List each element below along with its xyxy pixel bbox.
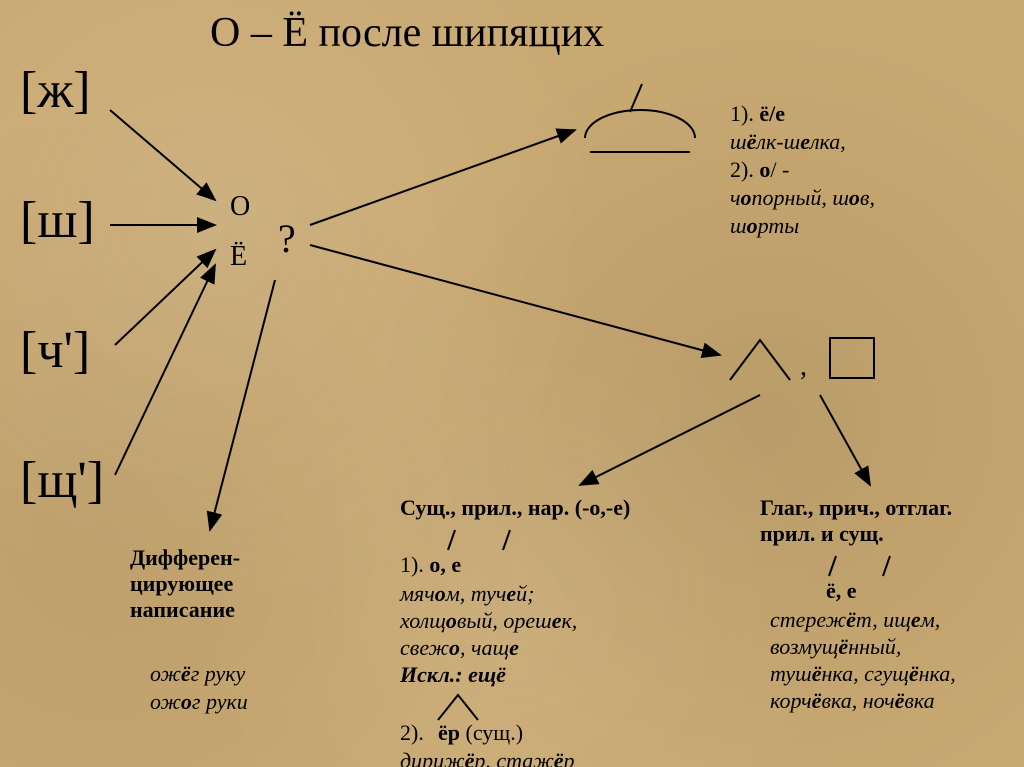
center-yo: Ё — [230, 240, 247, 274]
page-title: О – Ё после шипящих — [210, 8, 604, 58]
diff-body: ожёг рукуожог руки — [150, 660, 248, 716]
noun-header: Сущ., прил., нар. (-о,-е) — [400, 495, 630, 521]
verb-line1: ё, е — [826, 578, 857, 604]
sibilant-sch: [щ'] — [20, 450, 104, 512]
sibilant-ch: [ч'] — [20, 320, 90, 382]
verb-header: Глаг., прич., отглаг.прил. и сущ. — [760, 495, 952, 547]
noun-body: мячом, тучей;холщовый, орешек,свежо, чащ… — [400, 580, 577, 688]
noun-line2-body: дирижёр, стажёр — [400, 748, 575, 767]
sibilant-sh: [ш] — [20, 190, 95, 252]
center-o: О — [230, 190, 250, 224]
noun-line2-pre: 2). — [400, 720, 424, 746]
comma-symbol: , — [800, 350, 807, 384]
center-question: ? — [278, 215, 296, 263]
root-rule-text: 1). ё/ешёлк-шелка,2). о/ -чопорный, шов,… — [730, 100, 875, 240]
verb-body: стережёт, ищем,возмущённый,тушёнка, сгущ… — [770, 606, 956, 714]
sibilant-zh: [ж] — [20, 60, 91, 122]
noun-line2-yor: ёр (сущ.) — [438, 720, 523, 746]
diff-header: Дифферен-цирующеенаписание — [130, 545, 240, 623]
noun-line1: 1). о, е — [400, 552, 461, 578]
